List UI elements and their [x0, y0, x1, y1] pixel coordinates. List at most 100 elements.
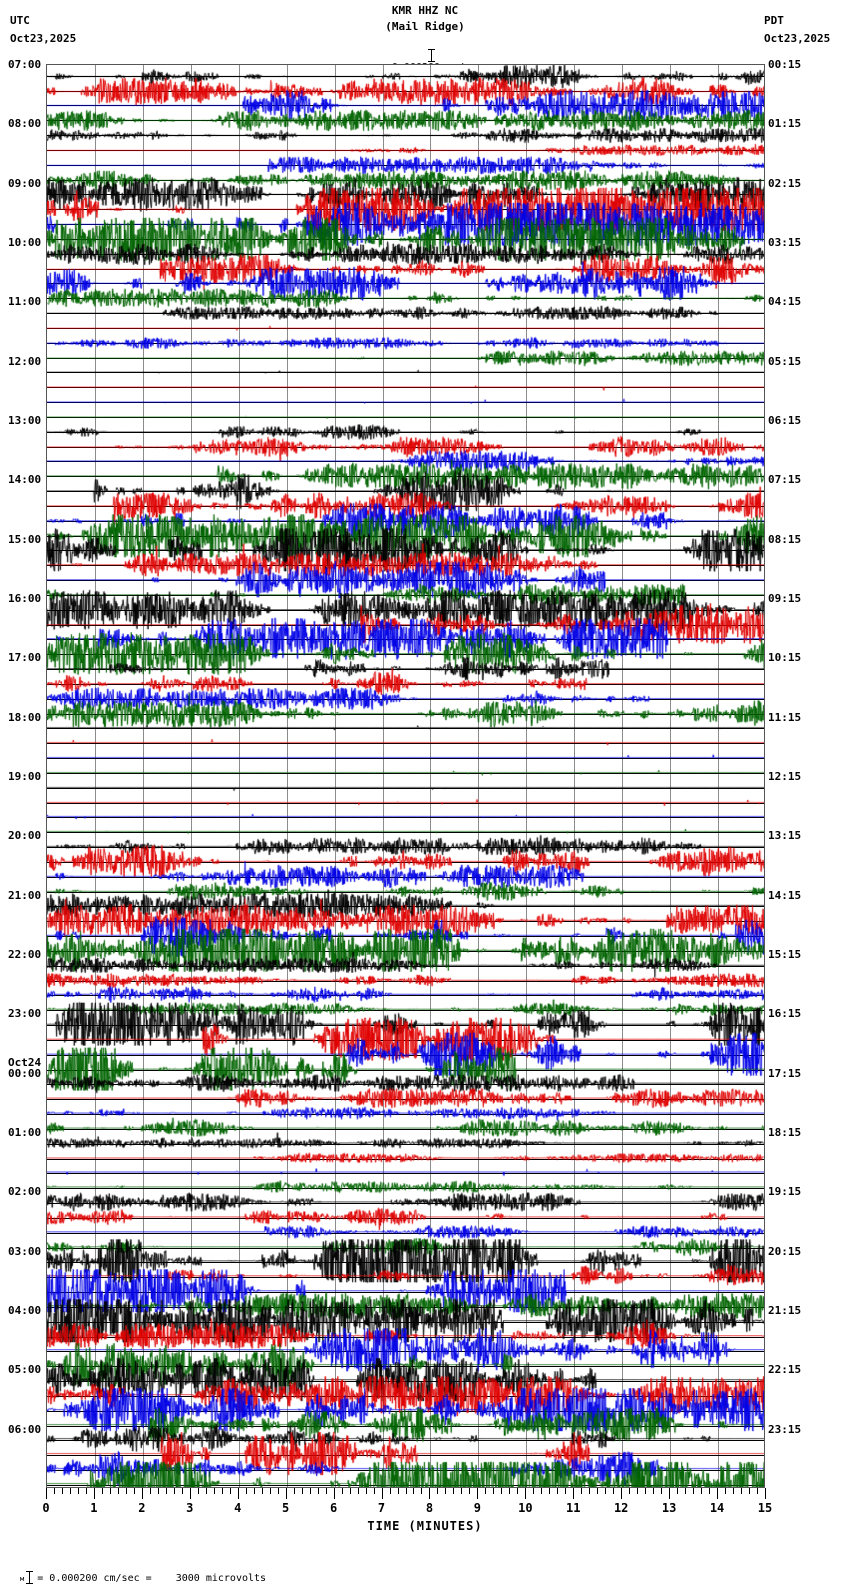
x-tick-minor — [69, 1488, 71, 1494]
x-tick-minor — [517, 1488, 519, 1494]
x-tick-major — [573, 1488, 575, 1499]
utc-hour-label-08-00: 08:00 — [8, 117, 42, 131]
x-tick-minor — [541, 1488, 543, 1494]
x-tick-minor — [749, 1488, 751, 1494]
x-tick-minor — [309, 1488, 311, 1494]
pdt-hour-label-14-15: 14:15 — [768, 888, 802, 902]
x-tick-major — [189, 1488, 191, 1499]
x-tick-minor — [109, 1488, 111, 1494]
x-tick-minor — [349, 1488, 351, 1494]
x-tick-minor — [357, 1488, 359, 1494]
x-tick-minor — [509, 1488, 511, 1494]
footer-scale-note: м = 0.000200 cm/sec = 3000 microvolts — [8, 1560, 266, 1584]
x-tick-minor — [373, 1488, 375, 1494]
x-tick-minor — [453, 1488, 455, 1494]
x-tick-minor — [557, 1488, 559, 1494]
x-tick-minor — [741, 1488, 743, 1494]
utc-timezone-label: UTC — [10, 14, 30, 27]
utc-hour-label-01-00: 01:00 — [8, 1126, 42, 1139]
day-change-marker: Oct24 — [8, 1055, 42, 1069]
x-tick-major — [765, 1488, 766, 1499]
x-tick-minor — [77, 1488, 79, 1494]
x-tick-minor — [277, 1488, 279, 1494]
pdt-hour-label-11-15: 11:15 — [768, 710, 802, 724]
footer-small-mark: м — [20, 1575, 25, 1583]
x-tick-minor — [61, 1488, 63, 1494]
x-tick-minor — [733, 1488, 735, 1494]
utc-hour-label-00-00: 00:00 — [8, 1066, 42, 1080]
utc-hour-label-16-00: 16:00 — [8, 592, 42, 605]
pdt-hour-label-23-15: 23:15 — [768, 1422, 802, 1436]
x-tick-major — [717, 1488, 719, 1499]
pdt-hour-label-04-15: 04:15 — [768, 295, 802, 309]
x-tick-minor — [565, 1488, 567, 1494]
x-tick-minor — [461, 1488, 463, 1494]
x-tick-label-0: 0 — [42, 1501, 50, 1515]
x-tick-minor — [205, 1488, 207, 1494]
utc-hour-label-17-00: 17:00 — [8, 651, 42, 665]
x-tick-major — [429, 1488, 431, 1499]
x-tick-minor — [533, 1488, 535, 1494]
x-tick-minor — [469, 1488, 471, 1494]
pdt-hour-label-03-15: 03:15 — [768, 236, 802, 249]
x-tick-label-3: 3 — [186, 1501, 194, 1515]
x-tick-minor — [197, 1488, 199, 1494]
x-tick-minor — [397, 1488, 399, 1494]
x-tick-minor — [181, 1488, 183, 1494]
utc-hour-label-05-00: 05:00 — [8, 1363, 42, 1377]
x-tick-major — [285, 1488, 287, 1499]
x-tick-minor — [709, 1488, 711, 1494]
x-tick-minor — [261, 1488, 263, 1494]
x-tick-label-2: 2 — [138, 1501, 146, 1515]
pdt-date-label: Oct23,2025 — [764, 32, 831, 45]
x-tick-minor — [421, 1488, 423, 1494]
x-tick-major — [477, 1488, 479, 1499]
x-tick-minor — [405, 1488, 407, 1494]
x-tick-major — [93, 1488, 95, 1499]
x-tick-major — [333, 1488, 335, 1499]
x-tick-minor — [165, 1488, 167, 1494]
x-tick-minor — [757, 1488, 758, 1494]
x-tick-minor — [221, 1488, 223, 1494]
x-tick-minor — [549, 1488, 551, 1494]
pdt-hour-label-20-15: 20:15 — [768, 1244, 802, 1258]
x-tick-major — [237, 1488, 239, 1499]
x-tick-minor — [685, 1488, 687, 1494]
x-tick-major — [141, 1488, 143, 1499]
utc-hour-label-06-00: 06:00 — [8, 1422, 42, 1436]
x-tick-minor — [637, 1488, 639, 1494]
utc-hour-label-03-00: 03:00 — [8, 1244, 42, 1258]
x-tick-label-4: 4 — [234, 1501, 242, 1515]
seismic-trace-canvas — [47, 65, 764, 1487]
x-tick-minor — [173, 1488, 175, 1494]
x-tick-minor — [125, 1488, 127, 1494]
x-tick-label-14: 14 — [709, 1501, 725, 1515]
x-tick-major — [621, 1488, 623, 1499]
x-tick-minor — [653, 1488, 655, 1494]
x-tick-minor — [325, 1488, 327, 1494]
x-tick-minor — [317, 1488, 319, 1494]
x-tick-minor — [661, 1488, 663, 1494]
x-tick-minor — [157, 1488, 159, 1494]
pdt-hour-label-00-15: 00:15 — [768, 58, 802, 71]
x-tick-minor — [445, 1488, 447, 1494]
pdt-hour-label-15-15: 15:15 — [768, 948, 802, 961]
pdt-hour-label-18-15: 18:15 — [768, 1126, 802, 1139]
x-tick-minor — [485, 1488, 487, 1494]
x-tick-major — [669, 1488, 671, 1499]
x-tick-minor — [693, 1488, 695, 1494]
x-tick-minor — [501, 1488, 503, 1494]
pdt-hour-label-21-15: 21:15 — [768, 1304, 802, 1317]
x-tick-label-15: 15 — [757, 1501, 773, 1515]
x-axis-ticks — [46, 1488, 766, 1500]
x-tick-minor — [365, 1488, 367, 1494]
utc-hour-label-02-00: 02:00 — [8, 1185, 42, 1199]
x-tick-major — [46, 1488, 47, 1499]
pdt-hour-label-09-15: 09:15 — [768, 592, 802, 605]
x-tick-minor — [213, 1488, 215, 1494]
pdt-hour-label-02-15: 02:15 — [768, 176, 802, 190]
utc-hour-label-20-00: 20:00 — [8, 829, 42, 843]
x-tick-minor — [701, 1488, 703, 1494]
vertical-bar-icon — [427, 49, 435, 62]
x-tick-minor — [677, 1488, 679, 1494]
